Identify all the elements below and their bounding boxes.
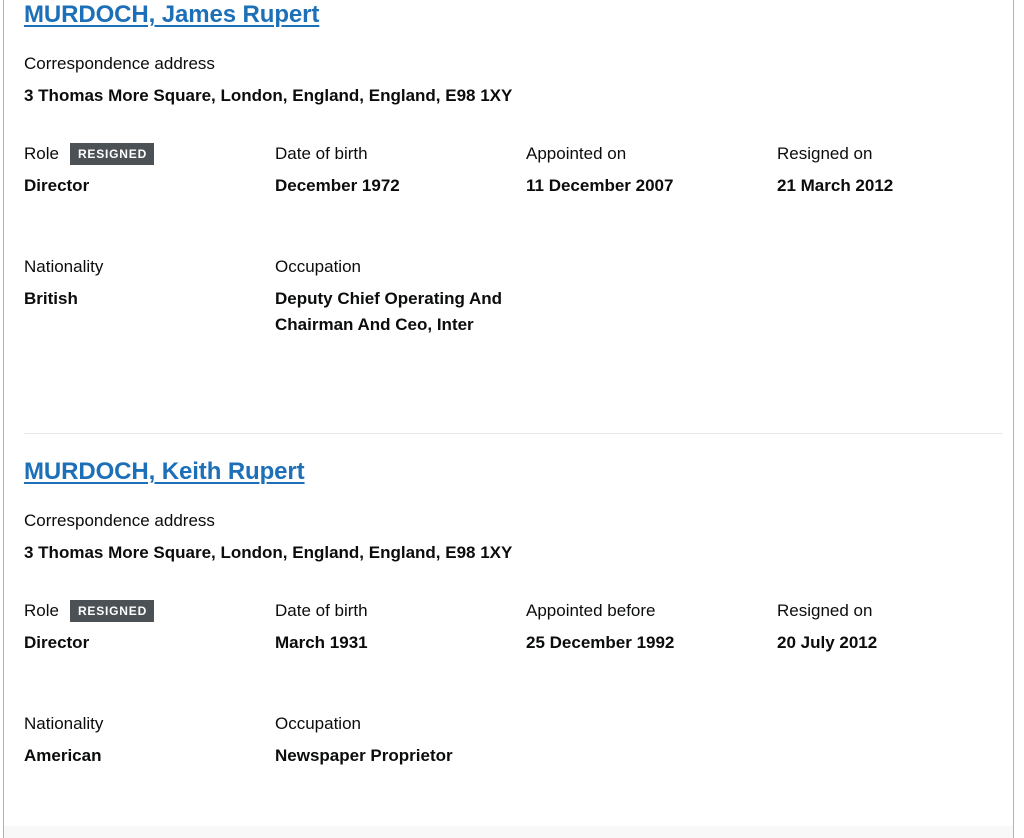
resigned-label: Resigned on xyxy=(777,144,873,163)
resigned-label-line: Resigned on xyxy=(777,142,1010,166)
occupation-label: Occupation xyxy=(275,714,361,733)
resigned-value: 21 March 2012 xyxy=(777,176,894,195)
officer-entry: MURDOCH, Keith Rupert Correspondence add… xyxy=(24,457,1002,769)
nationality-label-line: Nationality xyxy=(24,255,257,279)
role-label-line: Role RESIGNED xyxy=(24,599,257,623)
nationality-value: American xyxy=(24,746,102,765)
occupation-label: Occupation xyxy=(275,257,361,276)
page-bottom-shade xyxy=(4,826,1013,838)
correspondence-address-value: 3 Thomas More Square, London, England, E… xyxy=(24,543,513,562)
date-of-birth-label-line: Date of birth xyxy=(275,142,508,166)
occupation-column: Occupation Deputy Chief Operating And Ch… xyxy=(275,255,526,338)
resigned-column: Resigned on 21 March 2012 xyxy=(777,142,1024,199)
resigned-label: Resigned on xyxy=(777,601,873,620)
page-right-rule xyxy=(1013,0,1014,838)
block-spacer xyxy=(24,338,1002,433)
date-of-birth-column: Date of birth December 1972 xyxy=(275,142,526,199)
officer-detail-row-secondary: Nationality British Occupation Deputy Ch… xyxy=(24,255,1002,338)
officer-detail-row-primary: Role RESIGNED Director Date of birth Dec… xyxy=(24,142,1002,199)
date-of-birth-column: Date of birth March 1931 xyxy=(275,599,526,656)
occupation-value: Newspaper Proprietor xyxy=(275,746,453,765)
role-label: Role xyxy=(24,144,59,163)
correspondence-address-block: Correspondence address 3 Thomas More Squ… xyxy=(24,52,1002,108)
nationality-label: Nationality xyxy=(24,257,104,276)
role-label: Role xyxy=(24,601,59,620)
occupation-value: Deputy Chief Operating And Chairman And … xyxy=(275,289,502,334)
appointed-label-line: Appointed before xyxy=(526,599,759,623)
correspondence-address-value: 3 Thomas More Square, London, England, E… xyxy=(24,86,513,105)
appointed-column: Appointed on 11 December 2007 xyxy=(526,142,777,199)
occupation-label-line: Occupation xyxy=(275,255,508,279)
date-of-birth-value: December 1972 xyxy=(275,176,400,195)
role-column: Role RESIGNED Director xyxy=(24,599,275,656)
appointed-value: 11 December 2007 xyxy=(526,176,674,195)
nationality-value: British xyxy=(24,289,78,308)
officer-detail-row-secondary: Nationality American Occupation Newspape… xyxy=(24,712,1002,769)
status-badge: RESIGNED xyxy=(69,600,155,622)
occupation-label-line: Occupation xyxy=(275,712,508,736)
officer-detail-row-primary: Role RESIGNED Director Date of birth Mar… xyxy=(24,599,1002,656)
resigned-label-line: Resigned on xyxy=(777,599,1010,623)
status-badge: RESIGNED xyxy=(69,143,155,165)
nationality-label: Nationality xyxy=(24,714,104,733)
date-of-birth-value: March 1931 xyxy=(275,633,368,652)
appointed-label-line: Appointed on xyxy=(526,142,759,166)
officer-divider xyxy=(24,433,1002,434)
appointed-label: Appointed before xyxy=(526,601,656,620)
divider-gap xyxy=(24,434,1002,457)
date-of-birth-label-line: Date of birth xyxy=(275,599,508,623)
nationality-column: Nationality British xyxy=(24,255,275,312)
officer-entry: MURDOCH, James Rupert Correspondence add… xyxy=(24,0,1002,433)
appointed-column: Appointed before 25 December 1992 xyxy=(526,599,777,656)
resigned-column: Resigned on 20 July 2012 xyxy=(777,599,1024,656)
page-left-rule xyxy=(3,0,4,838)
role-value: Director xyxy=(24,633,90,652)
nationality-label-line: Nationality xyxy=(24,712,257,736)
officers-list: MURDOCH, James Rupert Correspondence add… xyxy=(24,0,1002,769)
officer-name-link[interactable]: MURDOCH, James Rupert xyxy=(24,1,320,28)
officer-name-link[interactable]: MURDOCH, Keith Rupert xyxy=(24,458,305,485)
nationality-column: Nationality American xyxy=(24,712,275,769)
occupation-column: Occupation Newspaper Proprietor xyxy=(275,712,526,769)
role-value: Director xyxy=(24,176,90,195)
correspondence-address-label: Correspondence address xyxy=(24,54,215,73)
date-of-birth-label: Date of birth xyxy=(275,601,368,620)
date-of-birth-label: Date of birth xyxy=(275,144,368,163)
correspondence-address-label: Correspondence address xyxy=(24,511,215,530)
appointed-label: Appointed on xyxy=(526,144,627,163)
correspondence-address-block: Correspondence address 3 Thomas More Squ… xyxy=(24,509,1002,565)
resigned-value: 20 July 2012 xyxy=(777,633,878,652)
role-label-line: Role RESIGNED xyxy=(24,142,257,166)
appointed-value: 25 December 1992 xyxy=(526,633,675,652)
role-column: Role RESIGNED Director xyxy=(24,142,275,199)
